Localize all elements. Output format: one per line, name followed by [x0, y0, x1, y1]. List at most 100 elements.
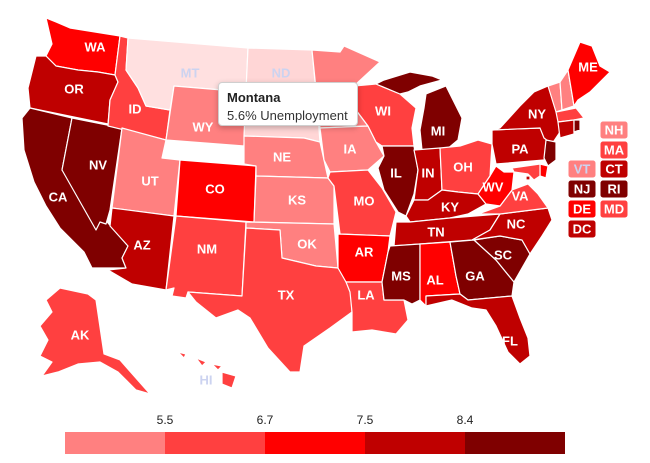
state-label-AZ: AZ — [133, 237, 150, 252]
legend-threshold-1: 5.5 — [157, 413, 174, 427]
small-state-RI[interactable]: RI — [599, 179, 629, 199]
state-label-IL: IL — [390, 165, 402, 180]
small-state-NH[interactable]: NH — [599, 120, 629, 140]
state-HI[interactable] — [177, 351, 237, 389]
tooltip-body: 5.6% Unemployment — [227, 107, 349, 125]
state-label-MO: MO — [354, 193, 375, 208]
legend-bin-5 — [465, 432, 565, 454]
state-label-ND: ND — [272, 65, 291, 80]
state-KS[interactable] — [253, 175, 335, 225]
state-label-KS: KS — [288, 192, 306, 207]
state-label-OH: OH — [453, 159, 473, 174]
state-label-IA: IA — [344, 141, 358, 156]
color-legend: 5.5 6.7 7.5 8.4 — [65, 413, 565, 454]
state-UT[interactable] — [111, 127, 181, 217]
small-state-RI-box — [599, 179, 629, 199]
small-state-MD[interactable]: MD — [599, 199, 629, 219]
small-state-NJ-label: NJ — [574, 181, 591, 196]
state-label-CA: CA — [49, 189, 68, 204]
state-FL[interactable] — [425, 293, 531, 365]
state-label-ME: ME — [578, 59, 598, 74]
state-label-KY: KY — [441, 199, 459, 214]
small-state-MD-box — [599, 199, 629, 219]
small-state-DE-box — [567, 199, 597, 219]
small-state-CT-label: CT — [605, 161, 622, 176]
state-DC[interactable] — [525, 175, 531, 181]
state-label-OK: OK — [297, 236, 317, 251]
state-label-MS: MS — [391, 268, 411, 283]
small-state-MA[interactable]: MA — [599, 140, 629, 160]
small-state-VT-box — [567, 159, 597, 179]
legend-bin-3 — [265, 432, 365, 454]
state-MA[interactable] — [555, 107, 585, 123]
small-state-NH-label: NH — [605, 122, 624, 137]
state-NJ[interactable] — [543, 139, 557, 167]
state-label-WV: WV — [483, 179, 504, 194]
state-label-CO: CO — [205, 181, 225, 196]
state-label-LA: LA — [357, 287, 375, 302]
legend-threshold-2: 6.7 — [257, 413, 274, 427]
state-label-UT: UT — [141, 173, 158, 188]
state-label-GA: GA — [465, 268, 485, 283]
state-ME[interactable] — [567, 41, 611, 107]
state-NM[interactable] — [165, 215, 247, 299]
state-label-NV: NV — [89, 157, 107, 172]
state-label-SC: SC — [494, 247, 513, 262]
small-state-RI-label: RI — [608, 181, 621, 196]
state-label-TX: TX — [278, 287, 295, 302]
state-label-AK: AK — [71, 327, 90, 342]
state-label-NY: NY — [528, 106, 546, 121]
state-label-WI: WI — [375, 103, 391, 118]
state-label-VA: VA — [511, 188, 529, 203]
state-label-WY: WY — [193, 119, 214, 134]
tooltip-title: Montana — [227, 90, 281, 105]
tooltip-label: Unemployment — [260, 108, 348, 123]
small-state-DC-label: DC — [573, 221, 592, 236]
legend-bin-1 — [65, 432, 165, 454]
state-TX[interactable] — [187, 227, 353, 373]
legend-threshold-4: 8.4 — [457, 413, 474, 427]
small-state-NJ[interactable]: NJ — [567, 179, 597, 199]
state-MD[interactable] — [511, 163, 541, 181]
state-label-TN: TN — [427, 224, 444, 239]
state-label-WA: WA — [85, 39, 107, 54]
small-state-DE[interactable]: DE — [567, 199, 597, 219]
small-state-DC-box — [567, 219, 597, 239]
state-label-AR: AR — [355, 244, 374, 259]
small-state-MA-label: MA — [604, 142, 625, 157]
small-state-MD-label: MD — [604, 201, 624, 216]
small-state-VT-label: VT — [574, 161, 591, 176]
state-label-HI: HI — [200, 372, 213, 387]
small-state-CT-box — [599, 159, 629, 179]
small-state-NJ-box — [567, 179, 597, 199]
state-label-IN: IN — [422, 165, 435, 180]
legend-bin-2 — [165, 432, 265, 454]
small-state-DC[interactable]: DC — [567, 219, 597, 239]
small-state-CT[interactable]: CT — [599, 159, 629, 179]
small-state-VT[interactable]: VT — [567, 159, 597, 179]
legend-threshold-3: 7.5 — [357, 413, 374, 427]
state-NC[interactable] — [471, 207, 553, 255]
state-label-FL: FL — [502, 333, 518, 348]
state-label-MI: MI — [431, 123, 445, 138]
state-DE[interactable] — [539, 163, 549, 179]
small-state-NH-box — [599, 120, 629, 140]
small-state-DE-label: DE — [573, 201, 591, 216]
state-label-OR: OR — [64, 81, 84, 96]
state-RI[interactable] — [573, 119, 581, 133]
state-label-NE: NE — [273, 149, 291, 164]
state-AZ[interactable] — [107, 207, 175, 291]
tooltip-value: 5.6% — [227, 108, 257, 123]
state-label-MT: MT — [181, 65, 200, 80]
small-state-MA-box — [599, 140, 629, 160]
state-CT[interactable] — [557, 119, 575, 139]
state-label-NC: NC — [507, 216, 526, 231]
state-tooltip: Montana 5.6% Unemployment — [218, 82, 358, 126]
state-AK[interactable] — [39, 287, 151, 395]
state-label-PA: PA — [511, 141, 529, 156]
state-label-NM: NM — [197, 241, 217, 256]
state-label-AL: AL — [426, 272, 443, 287]
state-label-ID: ID — [129, 101, 142, 116]
legend-bin-4 — [365, 432, 465, 454]
